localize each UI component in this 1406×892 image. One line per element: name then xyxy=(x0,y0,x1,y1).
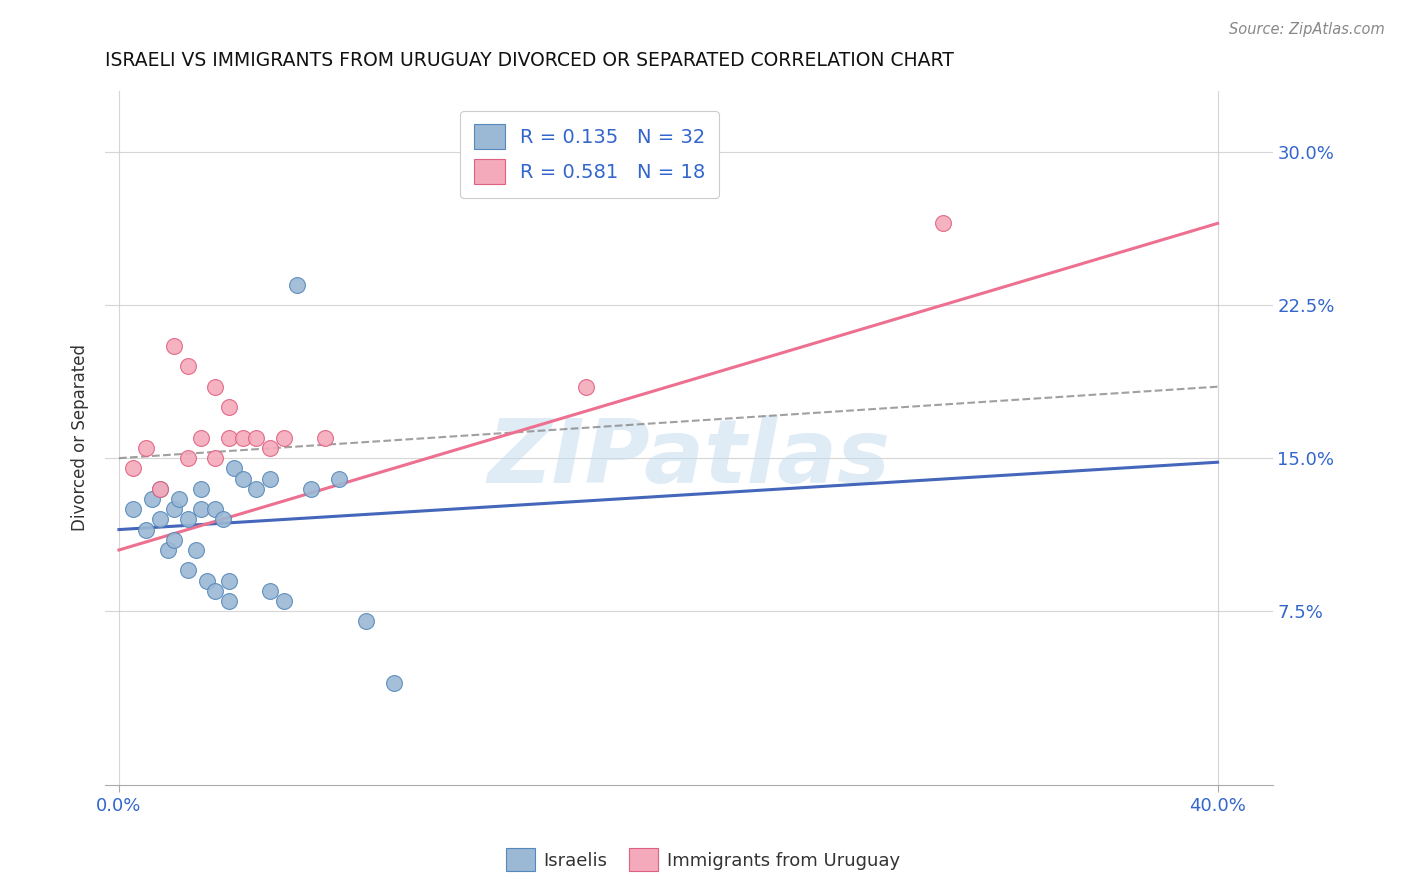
Point xyxy=(169,491,191,506)
Point xyxy=(657,165,679,179)
Point xyxy=(218,594,240,608)
Point xyxy=(382,675,405,690)
Point xyxy=(149,482,172,496)
Y-axis label: Divorced or Separated: Divorced or Separated xyxy=(72,344,89,532)
Point xyxy=(163,339,186,353)
Point xyxy=(245,482,267,496)
Point xyxy=(232,431,254,445)
Point xyxy=(259,583,281,598)
Point xyxy=(176,359,198,374)
Point xyxy=(212,512,235,526)
Point xyxy=(354,615,377,629)
Point xyxy=(176,451,198,466)
Point xyxy=(218,574,240,588)
Point xyxy=(176,512,198,526)
Point xyxy=(204,380,226,394)
Text: Source: ZipAtlas.com: Source: ZipAtlas.com xyxy=(1229,22,1385,37)
Point xyxy=(204,502,226,516)
Point xyxy=(287,277,309,292)
Point xyxy=(121,502,143,516)
Point xyxy=(204,451,226,466)
Point xyxy=(273,594,295,608)
Point xyxy=(273,431,295,445)
Point xyxy=(190,482,212,496)
Point xyxy=(157,543,180,558)
Point xyxy=(176,563,198,577)
Point xyxy=(149,482,172,496)
Point xyxy=(184,543,207,558)
Point xyxy=(195,574,218,588)
Point xyxy=(121,461,143,475)
Point xyxy=(259,441,281,455)
Point xyxy=(575,380,598,394)
Point xyxy=(224,461,246,475)
Point xyxy=(932,216,955,230)
Point xyxy=(135,441,157,455)
Text: ISRAELI VS IMMIGRANTS FROM URUGUAY DIVORCED OR SEPARATED CORRELATION CHART: ISRAELI VS IMMIGRANTS FROM URUGUAY DIVOR… xyxy=(105,51,955,70)
Point xyxy=(232,471,254,485)
Legend: Israelis, Immigrants from Uruguay: Israelis, Immigrants from Uruguay xyxy=(499,841,907,879)
Legend: R = 0.135   N = 32, R = 0.581   N = 18: R = 0.135 N = 32, R = 0.581 N = 18 xyxy=(460,111,720,198)
Point xyxy=(204,583,226,598)
Point xyxy=(245,431,267,445)
Point xyxy=(163,502,186,516)
Point xyxy=(314,431,336,445)
Point xyxy=(141,491,163,506)
Point xyxy=(328,471,350,485)
Point xyxy=(149,512,172,526)
Point xyxy=(190,502,212,516)
Point xyxy=(135,523,157,537)
Point xyxy=(299,482,322,496)
Text: ZIPatlas: ZIPatlas xyxy=(488,415,890,502)
Point xyxy=(218,400,240,414)
Point xyxy=(163,533,186,547)
Point xyxy=(259,471,281,485)
Point xyxy=(190,431,212,445)
Point xyxy=(218,431,240,445)
